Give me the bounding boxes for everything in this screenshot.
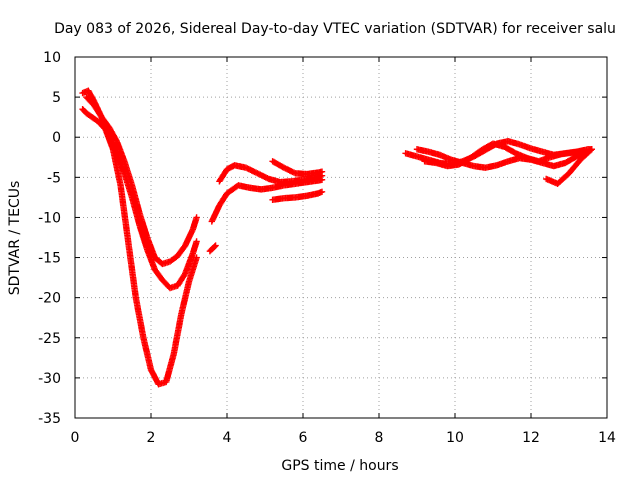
x-tick-label: 10 <box>446 430 464 446</box>
x-tick-label: 4 <box>223 430 232 446</box>
series-trace <box>422 140 586 170</box>
series-track-7 <box>269 158 326 178</box>
series-track-4 <box>206 242 219 255</box>
x-tick-label: 12 <box>522 430 540 446</box>
series-trace <box>544 147 594 187</box>
y-tick-label: 10 <box>43 50 61 66</box>
y-tick-label: -10 <box>38 210 61 226</box>
series-trace <box>84 95 200 267</box>
x-tick-label: 6 <box>299 430 308 446</box>
x-tick-label: 8 <box>375 430 384 446</box>
series-trace <box>209 176 324 224</box>
y-tick-label: -5 <box>47 170 61 186</box>
axis-ticks: 0 2 4 6 8 10 12 14 10 5 0 -5 -10 -15 -20 -25 -30 -35 <box>38 50 616 446</box>
y-tick-label: 5 <box>52 90 61 106</box>
series-trace <box>270 189 324 203</box>
series-track-6 <box>208 176 326 225</box>
series-track-8 <box>269 188 326 203</box>
x-tick-label: 0 <box>71 430 80 446</box>
series-track-1 <box>79 105 200 388</box>
series-trace <box>207 243 218 254</box>
y-tick-label: -20 <box>38 291 61 307</box>
plot-frame <box>74 56 608 419</box>
y-tick-label: -25 <box>38 331 61 347</box>
x-tick-label: 14 <box>598 430 616 446</box>
y-tick-label: -30 <box>38 371 61 387</box>
data-points <box>79 87 595 388</box>
y-tick-label: -35 <box>38 411 61 427</box>
x-axis-label: GPS time / hours <box>281 458 398 474</box>
chart-title: Day 083 of 2026, Sidereal Day-to-day VTE… <box>54 21 616 37</box>
series-trace <box>270 158 324 178</box>
y-tick-label: -15 <box>38 251 61 267</box>
x-tick-label: 2 <box>147 430 156 446</box>
series-track-3 <box>83 93 200 268</box>
y-axis-label: SDTVAR / TECUs <box>7 181 23 296</box>
series-trace <box>80 88 200 291</box>
series-track-12 <box>543 146 595 187</box>
grid <box>75 57 607 418</box>
y-tick-label: 0 <box>52 130 61 146</box>
